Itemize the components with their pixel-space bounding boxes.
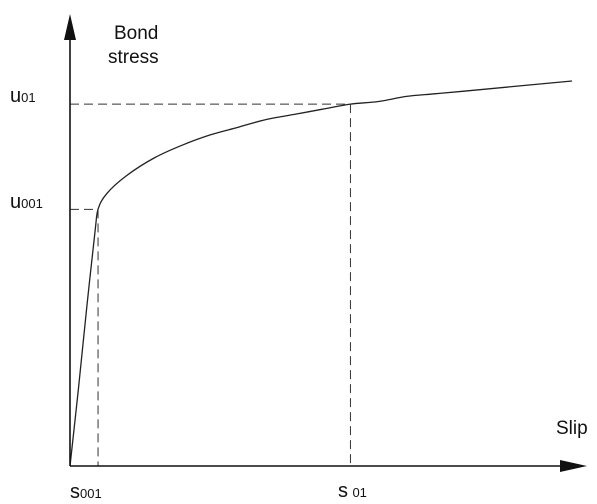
y-axis-label-line-2: stress xyxy=(108,47,159,68)
y-axis-label: Bond xyxy=(114,23,159,44)
guide-lines xyxy=(70,103,351,466)
x-tick-subscript: 001 xyxy=(80,486,102,501)
y-tick-subscript: 001 xyxy=(21,196,43,211)
x-axis-label: Slip xyxy=(556,418,588,439)
x-tick-label-s01: s 01 xyxy=(338,481,367,501)
x-tick-main: s xyxy=(70,481,80,503)
x-tick-subscript: 01 xyxy=(352,485,367,500)
y-tick-main: u xyxy=(10,85,22,107)
y-axis-arrow xyxy=(64,14,76,40)
y-tick-label-u01: u01 xyxy=(10,86,36,106)
bond-slip-curve xyxy=(69,80,573,467)
y-tick-subscript: 01 xyxy=(21,90,36,105)
x-tick-label-s001: s001 xyxy=(70,482,102,502)
y-tick-label-u001: u001 xyxy=(10,192,43,212)
x-tick-main: s xyxy=(338,480,348,502)
x-axis-arrow xyxy=(560,460,587,472)
y-tick-main: u xyxy=(10,191,22,213)
